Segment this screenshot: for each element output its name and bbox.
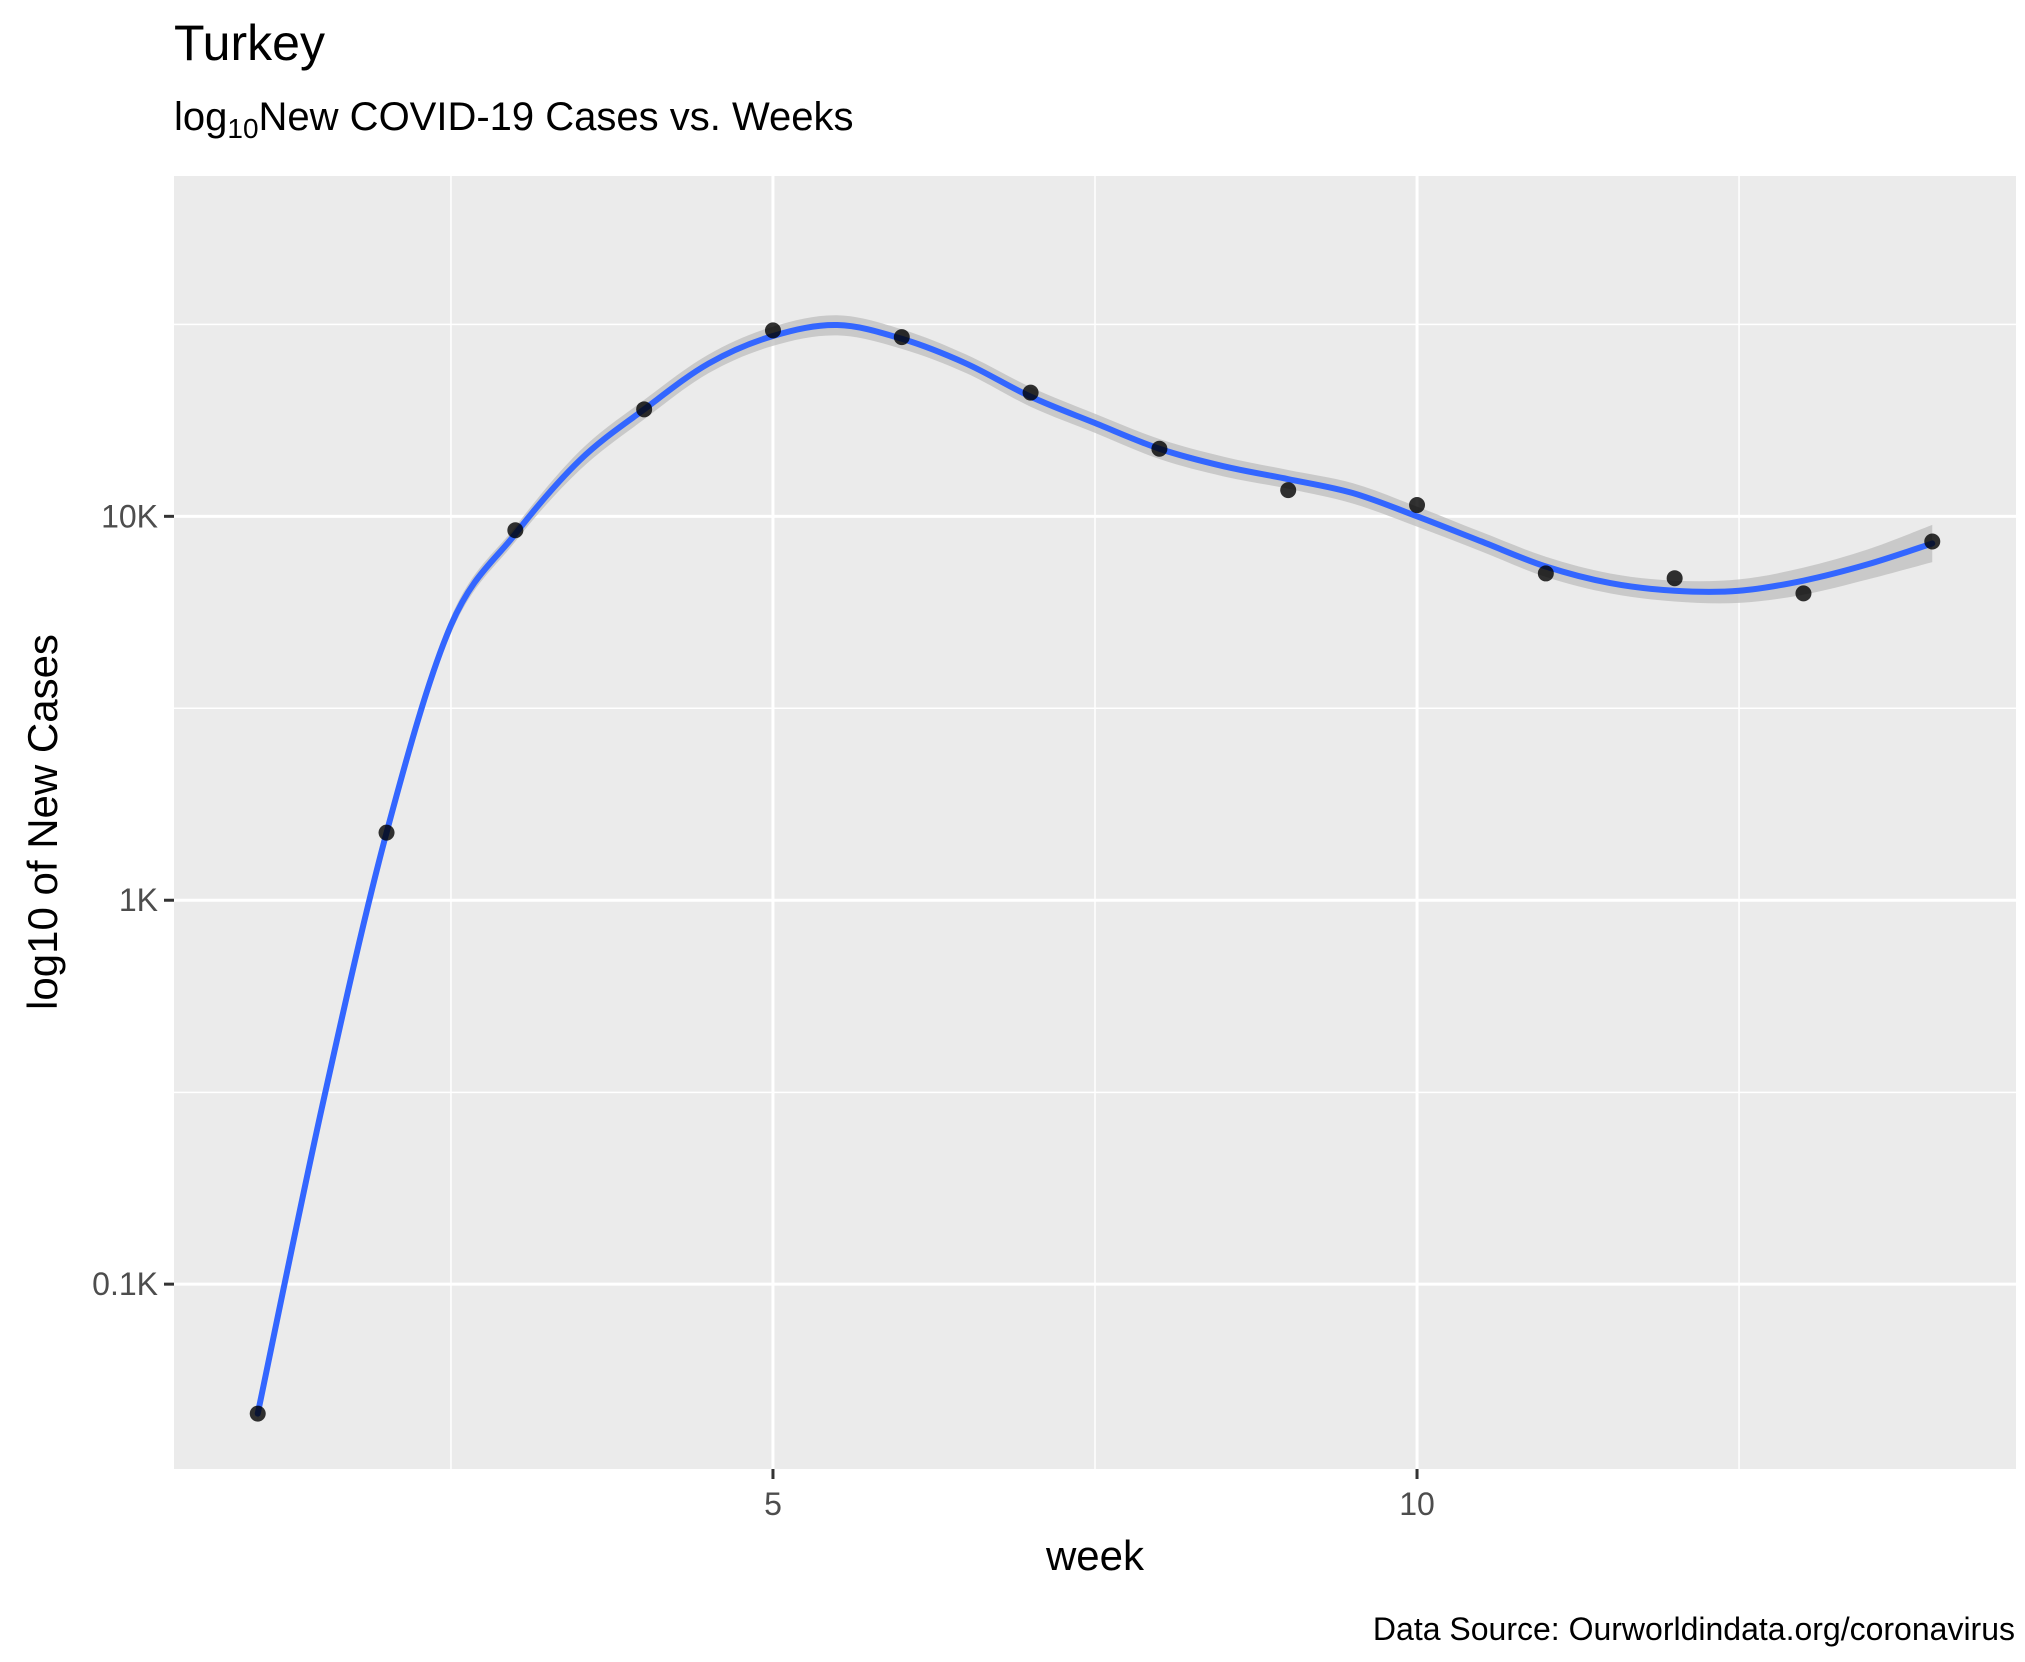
x-tick-label-0: 5 <box>764 1486 782 1522</box>
x-tick-label-1: 10 <box>1399 1486 1435 1522</box>
subtitle-log: log <box>174 95 227 139</box>
smooth-trend-line <box>254 322 1936 1417</box>
minor-gridlines <box>174 176 2016 1469</box>
data-point-week-12 <box>1666 570 1683 587</box>
data-source-caption: Data Source: Ourworldindata.org/coronavi… <box>1373 1611 2015 1647</box>
x-axis: 5 10 <box>764 1469 1435 1522</box>
data-point-week-5 <box>764 322 781 339</box>
y-tick-label-1: 1K <box>119 882 158 918</box>
y-axis: 0.1K 1K 10K <box>92 498 174 1302</box>
major-gridlines <box>174 176 2016 1469</box>
data-point-week-9 <box>1280 482 1297 499</box>
data-point-week-8 <box>1151 440 1168 457</box>
y-axis-title: log10 of New Cases <box>19 634 66 1010</box>
data-point-week-13 <box>1795 585 1812 602</box>
data-point-week-1 <box>249 1405 266 1422</box>
y-tick-label-0: 0.1K <box>92 1266 158 1302</box>
data-point-week-14 <box>1924 533 1941 550</box>
subtitle-text: New COVID-19 Cases vs. Weeks <box>259 95 854 139</box>
smooth-line-layer <box>254 322 1936 1417</box>
subtitle-subscript: 10 <box>227 113 258 144</box>
data-point-week-7 <box>1022 384 1039 401</box>
data-point-week-11 <box>1537 565 1554 582</box>
data-point-week-6 <box>893 329 910 346</box>
data-point-week-2 <box>378 824 395 841</box>
data-points <box>249 322 1941 1422</box>
data-point-week-3 <box>507 522 524 539</box>
chart-subtitle: log10New COVID-19 Cases vs. Weeks <box>174 95 854 144</box>
y-tick-label-2: 10K <box>101 498 158 534</box>
x-axis-title: week <box>1045 1532 1145 1579</box>
data-point-week-10 <box>1409 497 1426 514</box>
chart-title: Turkey <box>174 15 325 71</box>
data-point-week-4 <box>636 401 653 418</box>
